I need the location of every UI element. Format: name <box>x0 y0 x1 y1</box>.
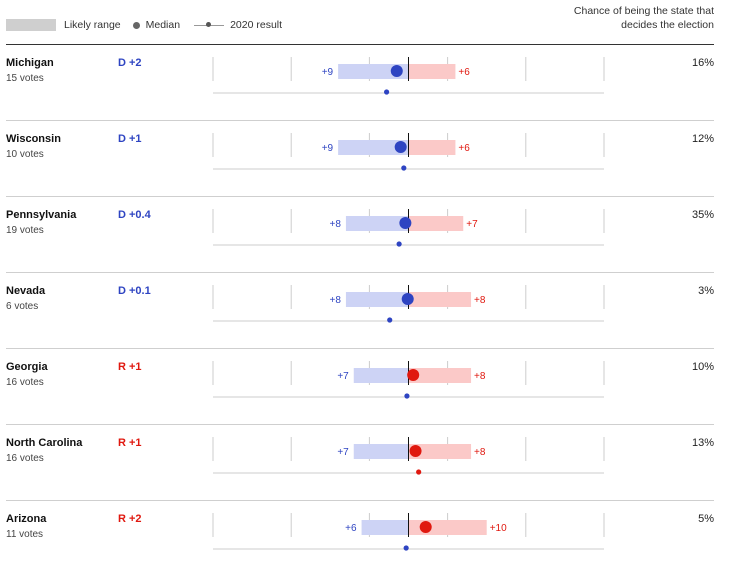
state-margin-label: R +1 <box>118 361 142 373</box>
rep-range-bar <box>408 444 472 459</box>
range-high-label: +10 <box>490 523 507 534</box>
result-2020-dot <box>401 165 407 171</box>
state-margin-label: D +0.4 <box>118 209 151 221</box>
state-range-chart: +8 +7 <box>212 209 605 247</box>
result-2020-dot <box>384 89 390 95</box>
rep-range-bar <box>408 292 472 307</box>
median-dot <box>409 445 422 457</box>
state-margin-label: D +1 <box>118 133 142 145</box>
median-dot <box>390 65 403 77</box>
state-margin-label: D +0.1 <box>118 285 151 297</box>
state-row: Nevada 6 votes D +0.1 3% +8 +8 <box>6 273 714 349</box>
range-low-label: +8 <box>330 219 342 230</box>
state-chance: 10% <box>691 361 714 373</box>
range-high-label: +8 <box>474 295 486 306</box>
state-votes: 19 votes <box>6 225 44 236</box>
median-dot <box>394 141 407 153</box>
rep-range-bar <box>408 368 472 383</box>
state-name: Nevada <box>6 285 46 297</box>
range-low-label: +7 <box>337 371 349 382</box>
likely-range-swatch <box>6 19 56 31</box>
state-row: North Carolina 16 votes R +1 13% +7 +8 <box>6 425 714 501</box>
median-dot <box>407 369 420 381</box>
median-dot <box>399 217 412 229</box>
state-name: Georgia <box>6 361 48 373</box>
state-margin-label: D +2 <box>118 57 142 69</box>
state-range-chart: +9 +6 <box>212 133 605 171</box>
range-low-label: +8 <box>330 295 342 306</box>
rep-range-bar <box>408 216 464 231</box>
rep-range-bar <box>408 64 456 79</box>
state-range-chart: +6 +10 <box>212 513 605 551</box>
state-range-chart: +8 +8 <box>212 285 605 323</box>
state-votes: 16 votes <box>6 377 44 388</box>
state-votes: 11 votes <box>6 529 44 540</box>
state-votes: 15 votes <box>6 73 44 84</box>
range-high-label: +6 <box>458 67 470 78</box>
range-high-label: +7 <box>466 219 478 230</box>
range-low-label: +6 <box>345 523 357 534</box>
range-low-label: +9 <box>322 143 334 154</box>
dem-range-bar <box>338 64 409 79</box>
dem-range-bar <box>345 292 409 307</box>
range-low-label: +7 <box>337 447 349 458</box>
state-chance: 12% <box>691 133 714 145</box>
state-row: Pennsylvania 19 votes D +0.4 35% +8 +7 <box>6 197 714 273</box>
state-name: Wisconsin <box>6 133 61 145</box>
state-votes: 16 votes <box>6 453 44 464</box>
legend-median-label: Median <box>145 19 181 31</box>
result-2020-dot <box>387 317 393 323</box>
median-dot <box>419 521 432 533</box>
state-row: Wisconsin 10 votes D +1 12% +9 +6 <box>6 121 714 197</box>
state-name: Michigan <box>6 57 54 69</box>
median-dot-icon <box>132 21 140 29</box>
state-rows: Michigan 15 votes D +2 16% +9 +6 Wisconsin 10 v… <box>0 45 736 576</box>
median-dot <box>401 293 414 305</box>
state-margin-label: R +2 <box>118 513 142 525</box>
range-high-label: +8 <box>474 371 486 382</box>
state-margin-label: R +1 <box>118 437 142 449</box>
dem-range-bar <box>353 368 409 383</box>
dem-range-bar <box>361 520 409 535</box>
state-votes: 6 votes <box>6 301 39 312</box>
state-row: Arizona 11 votes R +2 5% +6 +10 <box>6 501 714 576</box>
chance-column-header: Chance of being the state that decides t… <box>573 5 714 31</box>
legend: Likely range Median 2020 result <box>6 14 282 36</box>
result-2020-icon <box>194 20 225 30</box>
range-low-label: +9 <box>322 67 334 78</box>
dem-range-bar <box>345 216 409 231</box>
state-chance: 5% <box>698 513 714 525</box>
state-chance: 16% <box>691 57 714 69</box>
result-2020-dot <box>404 393 410 399</box>
state-name: Pennsylvania <box>6 209 77 221</box>
state-chance: 3% <box>698 285 714 297</box>
result-2020-dot <box>396 241 402 247</box>
dem-range-bar <box>353 444 409 459</box>
state-name: North Carolina <box>6 437 83 449</box>
header-rule <box>6 44 714 45</box>
range-high-label: +8 <box>474 447 486 458</box>
state-range-chart: +7 +8 <box>212 437 605 475</box>
rep-range-bar <box>408 140 456 155</box>
result-2020-dot <box>403 545 409 551</box>
state-votes: 10 votes <box>6 149 44 160</box>
state-name: Arizona <box>6 513 47 525</box>
range-high-label: +6 <box>458 143 470 154</box>
state-chance: 13% <box>691 437 714 449</box>
legend-result-label: 2020 result <box>230 19 283 31</box>
state-row: Michigan 15 votes D +2 16% +9 +6 <box>6 45 714 121</box>
state-range-chart: +7 +8 <box>212 361 605 399</box>
state-chance: 35% <box>691 209 714 221</box>
legend-likely-range-label: Likely range <box>64 19 121 31</box>
state-row: Georgia 16 votes R +1 10% +7 +8 <box>6 349 714 425</box>
result-2020-dot <box>416 469 422 475</box>
state-range-chart: +9 +6 <box>212 57 605 95</box>
dem-range-bar <box>338 140 409 155</box>
